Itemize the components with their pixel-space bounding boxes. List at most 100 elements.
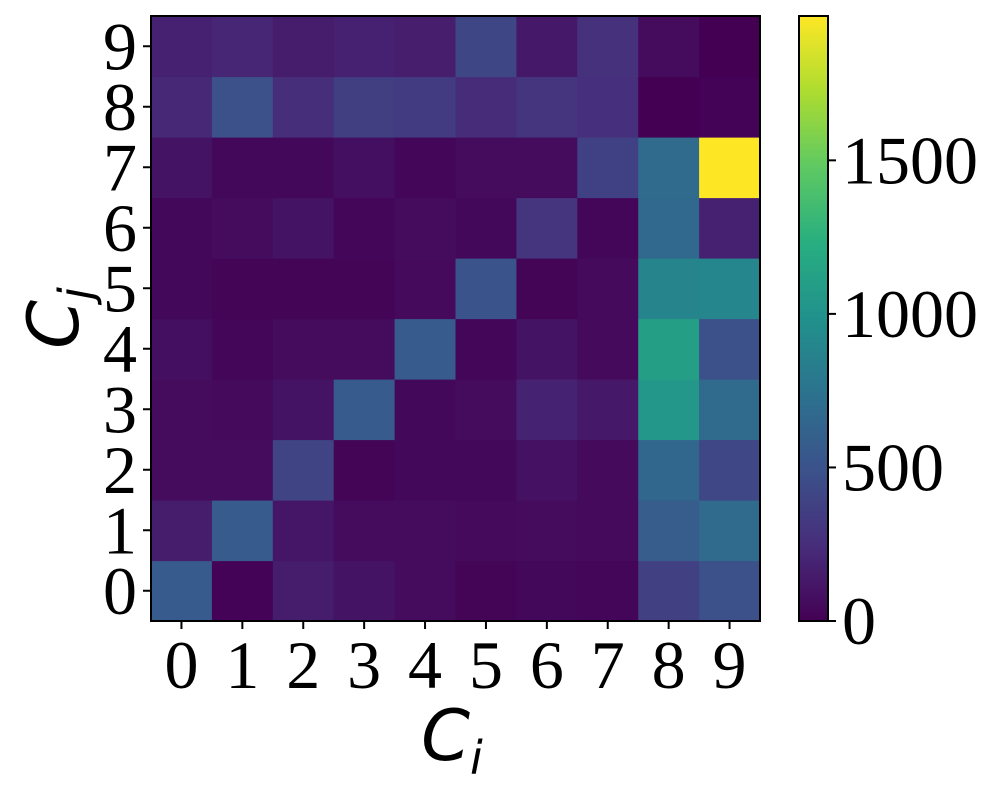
heatmap-cell xyxy=(333,439,396,501)
heatmap-cell xyxy=(151,137,213,199)
heatmap-cell xyxy=(211,500,274,562)
x-tick-label: 2 xyxy=(286,627,320,703)
heatmap-cell xyxy=(394,318,457,380)
x-tick-label: 6 xyxy=(530,627,564,703)
heatmap-cell xyxy=(455,318,517,380)
heatmap-cell xyxy=(455,500,517,562)
heatmap-cell xyxy=(516,560,578,622)
y-tick-label: 3 xyxy=(103,371,137,447)
y-axis-label: Cj xyxy=(13,287,103,349)
y-tick-label: 2 xyxy=(103,432,137,508)
heatmap-cell xyxy=(577,439,639,501)
heatmap-cells xyxy=(151,16,761,622)
heatmap-cell xyxy=(211,318,274,380)
plot-frame xyxy=(150,15,761,622)
heatmap-cell xyxy=(638,560,700,622)
heatmap-cell xyxy=(638,258,700,320)
heatmap-cell xyxy=(272,137,335,199)
heatmap-cell xyxy=(151,16,213,78)
heatmap-cell xyxy=(394,439,457,501)
colorbar-tick-label: 1000 xyxy=(842,276,978,352)
heatmap-cell xyxy=(333,137,396,199)
colorbar-tick-label: 1500 xyxy=(842,122,978,198)
heatmap-cell xyxy=(699,500,761,562)
y-tick-label: 1 xyxy=(103,492,137,568)
heatmap-cell xyxy=(394,258,457,320)
heatmap-cell xyxy=(272,560,335,622)
heatmap-cell xyxy=(516,379,578,441)
heatmap-cell xyxy=(638,76,700,138)
heatmap-cell xyxy=(272,379,335,441)
heatmap-cell xyxy=(151,318,213,380)
y-tick-label: 6 xyxy=(103,190,137,266)
heatmap-cell xyxy=(211,560,274,622)
heatmap-cell xyxy=(211,439,274,501)
x-tick-label: 1 xyxy=(225,627,259,703)
colorbar-tick-label: 0 xyxy=(842,583,876,659)
heatmap-cell xyxy=(333,197,396,259)
heatmap-cell xyxy=(699,16,761,78)
heatmap-cell xyxy=(516,197,578,259)
heatmap-cell xyxy=(151,258,213,320)
heatmap-cell xyxy=(577,258,639,320)
heatmap-cell xyxy=(211,197,274,259)
x-tick-label: 7 xyxy=(591,627,625,703)
y-tick-label: 9 xyxy=(103,8,137,84)
x-tick-label: 8 xyxy=(652,627,686,703)
heatmap-cell xyxy=(455,560,517,622)
heatmap-cell xyxy=(394,76,457,138)
heatmap-cell xyxy=(151,379,213,441)
heatmap-cell xyxy=(151,76,213,138)
heatmap-cell xyxy=(211,258,274,320)
heatmap-cell xyxy=(516,439,578,501)
heatmap-cell xyxy=(211,16,274,78)
heatmap-cell xyxy=(333,16,396,78)
heatmap-cell xyxy=(455,137,517,199)
y-tick-label: 5 xyxy=(103,250,137,326)
heatmap-cell xyxy=(699,439,761,501)
heatmap-cell xyxy=(638,318,700,380)
heatmap-cell xyxy=(151,197,213,259)
heatmap-cell xyxy=(272,197,335,259)
heatmap-cell xyxy=(638,439,700,501)
heatmap-cell xyxy=(333,560,396,622)
heatmap-cell xyxy=(394,137,457,199)
heatmap-cell xyxy=(577,318,639,380)
colorbar xyxy=(798,15,829,622)
heatmap-cell xyxy=(455,16,517,78)
heatmap-cell xyxy=(699,197,761,259)
x-tick-label: 4 xyxy=(408,627,442,703)
y-tick-label: 7 xyxy=(103,129,137,205)
y-tick-label: 4 xyxy=(103,311,137,387)
y-tick-label: 0 xyxy=(103,553,137,629)
heatmap-cell xyxy=(455,197,517,259)
heatmap-cell xyxy=(211,379,274,441)
heatmap-cell xyxy=(272,500,335,562)
heatmap-cell xyxy=(151,500,213,562)
heatmap-cell xyxy=(455,439,517,501)
heatmap-cell xyxy=(394,500,457,562)
x-tick-label: 0 xyxy=(164,627,198,703)
heatmap-cell xyxy=(516,318,578,380)
heatmap-cell xyxy=(516,16,578,78)
heatmap-cell xyxy=(516,500,578,562)
heatmap-cell xyxy=(211,76,274,138)
y-tick-label: 8 xyxy=(103,69,137,145)
heatmap-cell xyxy=(638,500,700,562)
heatmap-cell xyxy=(699,379,761,441)
heatmap-cell xyxy=(272,76,335,138)
heatmap-cell xyxy=(516,137,578,199)
heatmap-cell xyxy=(516,258,578,320)
heatmap-cell xyxy=(577,137,639,199)
heatmap-cell xyxy=(577,76,639,138)
heatmap-cell xyxy=(394,16,457,78)
heatmap-cell xyxy=(455,258,517,320)
heatmap-cell xyxy=(577,379,639,441)
heatmap-cell xyxy=(516,76,578,138)
heatmap-cell xyxy=(333,76,396,138)
heatmap-cell xyxy=(638,197,700,259)
heatmap-cell xyxy=(577,16,639,78)
